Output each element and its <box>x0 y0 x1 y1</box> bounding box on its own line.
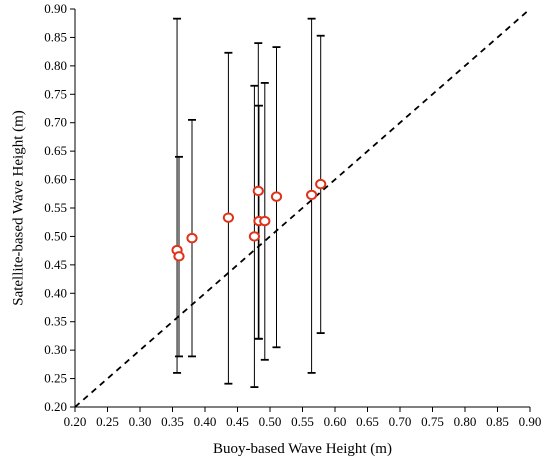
x-tick-label: 0.70 <box>389 414 412 429</box>
y-tick-label: 0.40 <box>44 285 67 300</box>
x-tick-label: 0.45 <box>226 414 249 429</box>
x-tick-labels: 0.20 0.25 0.30 0.35 0.40 0.45 0.50 0.55 0.60 0.65… <box>64 407 542 429</box>
x-tick-label: 0.90 <box>519 414 542 429</box>
reference-line-group <box>74 8 531 408</box>
data-markers <box>171 178 327 262</box>
x-tick-label: 0.50 <box>259 414 282 429</box>
data-point <box>248 231 260 242</box>
y-tick-label: 0.30 <box>44 342 67 357</box>
data-point <box>315 178 327 190</box>
x-tick-label: 0.40 <box>194 414 217 429</box>
x-tick-label: 0.65 <box>356 414 379 429</box>
y-tick-label: 0.75 <box>44 86 67 101</box>
x-tick-label: 0.85 <box>486 414 509 429</box>
data-point <box>222 212 234 223</box>
x-tick-label: 0.25 <box>96 414 119 429</box>
y-tick-label: 0.25 <box>44 371 67 386</box>
data-point <box>173 251 185 262</box>
data-point <box>186 232 198 244</box>
y-tick-label: 0.35 <box>44 314 67 329</box>
y-tick-label: 0.65 <box>44 143 67 158</box>
x-tick-label: 0.35 <box>161 414 184 429</box>
x-tick-label: 0.80 <box>454 414 477 429</box>
x-tick-label: 0.60 <box>324 414 347 429</box>
one-to-one-reference-line <box>74 8 531 408</box>
y-tick-label: 0.50 <box>44 228 67 243</box>
y-axis-label: Satellite-based Wave Height (m) <box>10 110 26 306</box>
x-tick-label: 0.30 <box>129 414 152 429</box>
data-point <box>252 185 264 197</box>
x-tick-label: 0.55 <box>291 414 314 429</box>
error-bars <box>173 17 325 389</box>
y-tick-label: 0.80 <box>44 58 67 73</box>
y-tick-label: 0.60 <box>44 172 67 187</box>
data-point <box>306 189 318 201</box>
y-tick-label: 0.45 <box>44 257 67 272</box>
x-axis-label: Buoy-based Wave Height (m) <box>213 441 392 457</box>
y-tick-label: 0.70 <box>44 115 67 130</box>
y-tick-label: 0.90 <box>44 1 67 16</box>
x-tick-label: 0.75 <box>421 414 444 429</box>
x-tick-label: 0.20 <box>64 414 87 429</box>
error-bar <box>173 17 182 374</box>
y-tick-label: 0.55 <box>44 200 67 215</box>
y-tick-label: 0.85 <box>44 29 67 44</box>
data-point <box>270 191 283 202</box>
y-tick-label: 0.20 <box>44 399 67 414</box>
data-point <box>259 215 271 227</box>
y-tick-labels: 0.20 0.25 0.30 0.35 0.40 0.45 0.50 0.55 0.60 0.65… <box>44 1 75 414</box>
